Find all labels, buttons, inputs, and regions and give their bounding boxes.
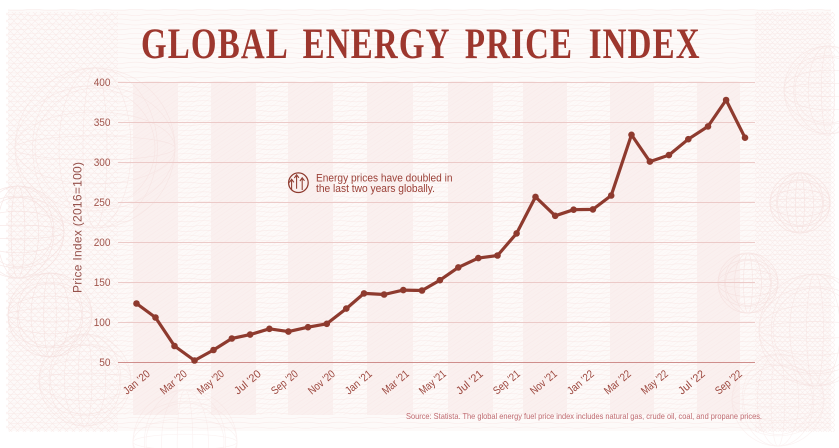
svg-text:150: 150 [94, 277, 111, 289]
svg-text:350: 350 [94, 117, 111, 129]
svg-text:Energy prices have doubled in: Energy prices have doubled in [316, 172, 453, 184]
svg-text:250: 250 [94, 197, 111, 209]
svg-text:Price Index (2016=100): Price Index (2016=100) [71, 162, 85, 293]
svg-text:300: 300 [94, 157, 111, 169]
svg-text:100: 100 [94, 317, 111, 329]
svg-text:the last two years globally.: the last two years globally. [316, 183, 435, 195]
svg-text:400: 400 [94, 77, 111, 89]
svg-text:GLOBAL ENERGY PRICE INDEX: GLOBAL ENERGY PRICE INDEX [141, 21, 701, 68]
svg-text:Source: Statista. The global e: Source: Statista. The global energy fuel… [406, 411, 762, 421]
svg-text:200: 200 [94, 237, 111, 249]
svg-text:50: 50 [99, 357, 110, 369]
